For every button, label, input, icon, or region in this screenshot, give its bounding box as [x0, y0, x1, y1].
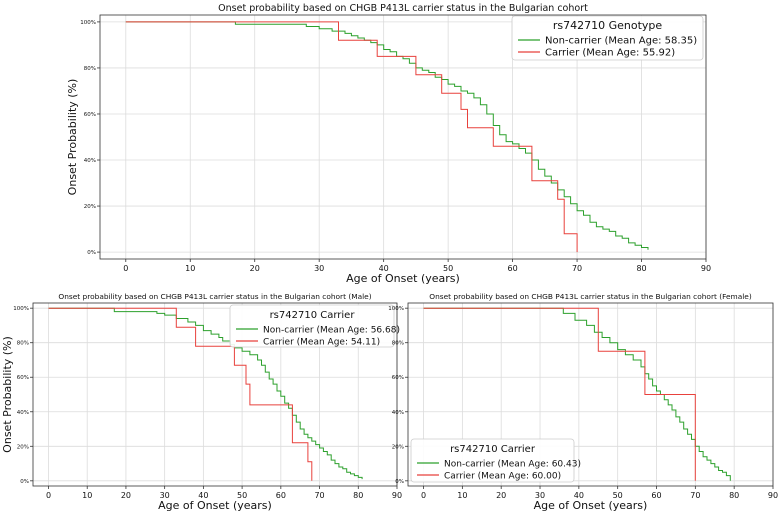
chart-male: 0 10 20 30 40 50 60 70 80 90 0% 20% 40% 60% 80% 100% Ons…: [1, 292, 402, 512]
y-tick-label: 0%: [87, 250, 96, 256]
x-tick-label: 70: [572, 264, 582, 273]
y-tick-label: 0%: [395, 479, 404, 485]
legend-entry: Carrier (Mean Age: 60.00): [444, 472, 561, 482]
y-tick-label: 40%: [392, 410, 404, 416]
x-axis-label: Age of Onset (years): [534, 499, 648, 512]
x-tick-label: 80: [353, 491, 363, 500]
legend-entry: Non-carrier (Mean Age: 56.68): [263, 326, 400, 336]
x-tick-label: 60: [276, 491, 286, 500]
x-tick-label: 90: [392, 491, 402, 500]
y-tick-label: 40%: [17, 410, 29, 416]
x-tick-label: 50: [443, 264, 453, 273]
plot-frame: [99, 14, 707, 260]
x-tick-label: 10: [185, 264, 195, 273]
y-tick-label: 80%: [84, 66, 96, 72]
x-tick-label: 10: [82, 491, 92, 500]
y-tick-label: 100%: [80, 20, 96, 26]
x-tick-label: 20: [121, 491, 131, 500]
series-line-non-carrier: [423, 307, 731, 481]
x-tick-label: 60: [508, 264, 518, 273]
y-tick-label: 100%: [388, 306, 404, 312]
x-tick-label: 0: [421, 491, 426, 500]
y-tick-label: 0%: [20, 479, 29, 485]
y-axis-label: Onset Probability (%): [66, 79, 79, 196]
legend-title: rs742710 Genotype: [553, 19, 663, 32]
y-tick-label: 100%: [13, 306, 29, 312]
y-tick-label: 60%: [392, 375, 404, 381]
x-tick-label: 0: [46, 491, 51, 500]
chart-title: Onset probability based on CHGB P413L ca…: [58, 292, 371, 301]
x-tick-label: 30: [314, 264, 324, 273]
x-tick-label: 90: [768, 491, 778, 500]
y-tick-label: 20%: [17, 444, 29, 450]
x-tick-label: 40: [574, 491, 584, 500]
x-tick-label: 0: [123, 264, 128, 273]
legend-box: [229, 304, 395, 348]
plot-frame: [32, 302, 398, 487]
x-tick-label: 70: [314, 491, 324, 500]
chart-title: Onset probability based on CHGB P413L ca…: [218, 3, 588, 14]
chart-top: 0 10 20 30 40 50 60 70 80 90 0% 20% 40% 60% 80% 100% Ons…: [66, 3, 711, 285]
x-tick-label: 70: [690, 491, 700, 500]
y-tick-label: 80%: [17, 341, 29, 347]
legend-entry: Non-carrier (Mean Age: 58.35): [545, 36, 697, 47]
x-tick-label: 50: [613, 491, 623, 500]
x-axis-label: Age of Onset (years): [158, 499, 272, 512]
x-tick-label: 40: [198, 491, 208, 500]
legend: rs742710 Genotype Non-carrier (Mean Age: …: [511, 15, 704, 61]
x-tick-label: 30: [535, 491, 545, 500]
series-line-carrier: [423, 307, 696, 481]
legend-entry: Non-carrier (Mean Age: 60.43): [444, 460, 581, 470]
y-tick-label: 60%: [84, 112, 96, 118]
x-tick-label: 80: [729, 491, 739, 500]
x-tick-label: 80: [636, 264, 646, 273]
x-tick-label: 20: [496, 491, 506, 500]
x-tick-label: 20: [250, 264, 260, 273]
plot-frame: [407, 302, 774, 487]
legend-entry: Carrier (Mean Age: 55.92): [545, 48, 675, 59]
y-tick-label: 20%: [84, 204, 96, 210]
series-line-non-carrier: [125, 21, 649, 250]
legend-entry: Carrier (Mean Age: 54.11): [263, 338, 380, 348]
y-tick-label: 80%: [392, 341, 404, 347]
series-line-carrier: [48, 307, 313, 481]
legend: rs742710 Carrier Non-carrier (Mean Age: 5…: [229, 304, 400, 348]
legend-box: [410, 438, 575, 483]
chart-title: Onset probability based on CHGB P413L ca…: [429, 292, 752, 301]
legend: rs742710 Carrier Non-carrier (Mean Age: 6…: [410, 438, 581, 483]
x-tick-label: 30: [160, 491, 170, 500]
legend-title: rs742710 Carrier: [450, 444, 536, 455]
x-tick-label: 10: [457, 491, 467, 500]
y-tick-label: 20%: [392, 444, 404, 450]
y-tick-label: 60%: [17, 375, 29, 381]
y-axis-label: Onset Probability (%): [1, 336, 14, 453]
x-axis-label: Age of Onset (years): [346, 272, 460, 285]
x-tick-label: 60: [651, 491, 661, 500]
x-tick-label: 40: [379, 264, 389, 273]
legend-box: [511, 15, 704, 61]
chart-female: 0 10 20 30 40 50 60 70 80 90 0% 20% 40% 60% 80% 100% Ons…: [388, 292, 778, 512]
legend-title: rs742710 Carrier: [270, 310, 356, 321]
x-tick-label: 90: [701, 264, 711, 273]
series-line-non-carrier: [48, 307, 363, 480]
x-tick-label: 50: [237, 491, 247, 500]
y-tick-label: 40%: [84, 158, 96, 164]
series-line-carrier: [125, 21, 578, 253]
